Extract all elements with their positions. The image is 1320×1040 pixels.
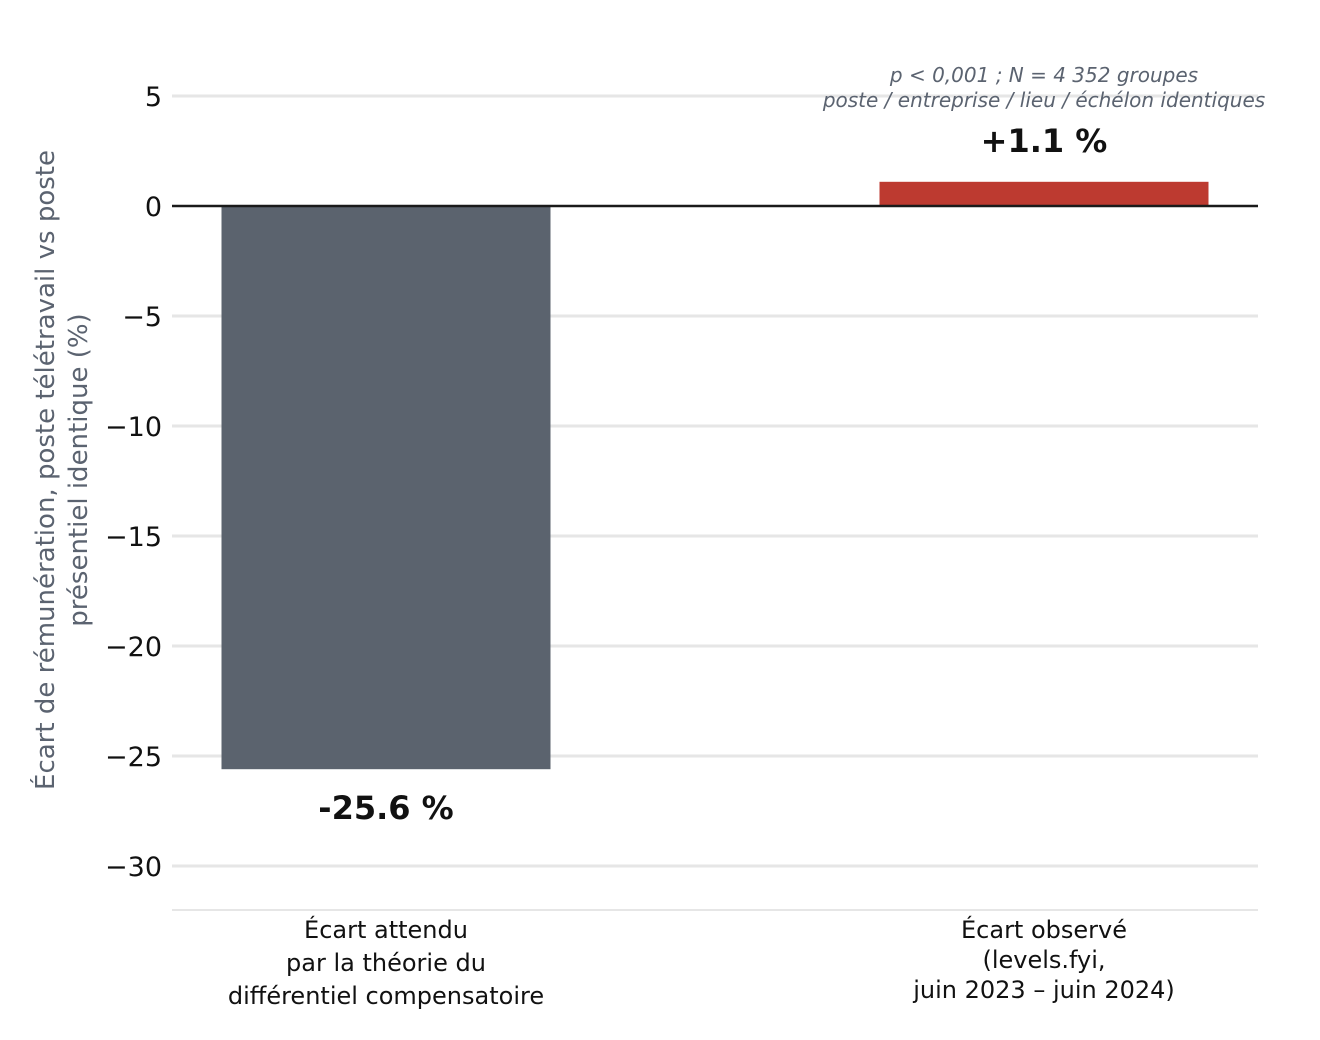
x-category-label: par la théorie du [286,949,486,977]
y-axis-label-line: présentiel identique (%) [64,313,94,626]
y-axis-label-line: Écart de rémunération, poste télétravail… [29,150,61,790]
bar-2 [879,181,1209,206]
x-category-label: Écart observé [961,915,1127,944]
axes [172,204,1258,911]
y-tick-label: 5 [145,82,162,113]
labels: 5 0 −5 −10 −15 −20 −25 −30 -25.6 % Écart attendu p… [29,63,1265,1010]
y-tick-label: −20 [105,632,162,663]
x-category-label: différentiel compensatoire [228,982,544,1010]
y-axis-label: Écart de rémunération, poste télétravail… [29,150,94,790]
y-tick-label: −25 [105,742,162,773]
bar-1 [221,206,551,770]
annotation-text: p < 0,001 ; N = 4 352 groupes [889,63,1198,87]
bars [221,181,1209,770]
data-label: +1.1 % [981,122,1108,160]
data-label: -25.6 % [318,789,453,827]
x-category-label: (levels.fyi, [982,946,1105,974]
y-tick-label: 0 [145,192,162,223]
y-tick-label: −15 [105,522,162,553]
x-category-label: Écart attendu [304,915,468,944]
y-tick-label: −10 [105,412,162,443]
y-tick-label: −30 [105,852,162,883]
annotation-text: poste / entreprise / lieu / échélon iden… [822,88,1265,112]
x-category-label: juin 2023 – juin 2024) [912,976,1175,1004]
y-tick-label: −5 [122,302,162,333]
